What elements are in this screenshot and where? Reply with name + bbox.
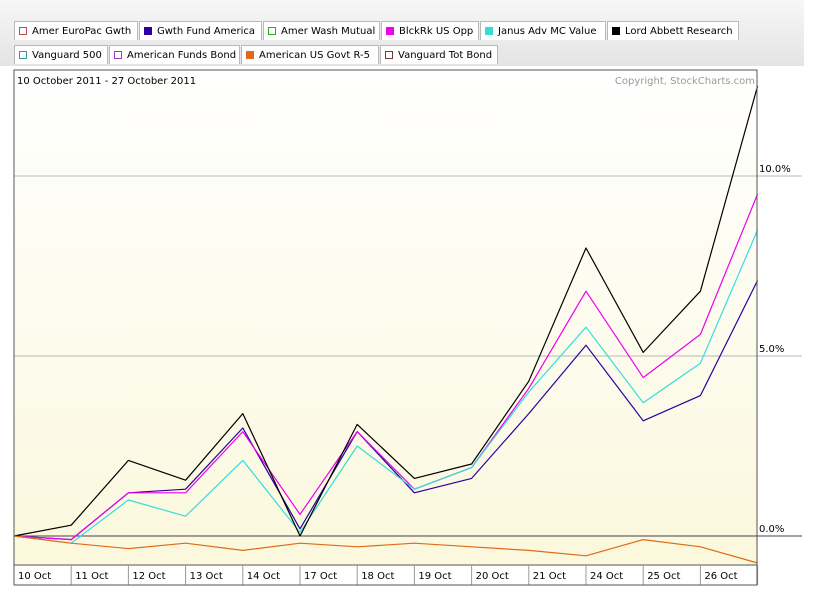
x-tick-label: 21 Oct [533,571,566,582]
legend-swatch-icon [114,51,122,59]
x-tick-label: 12 Oct [132,571,165,582]
legend-label: BlckRk US Opp [399,26,474,37]
legend-label: Janus Adv MC Value [498,26,597,37]
legend-label: Amer Wash Mutual [281,26,376,37]
series-line [13,193,759,541]
legend-swatch-icon [19,27,27,35]
y-tick-label: 0.0% [759,524,784,535]
legend-tab[interactable]: American US Govt R-5 [241,45,379,64]
legend-label: Vanguard Tot Bond [398,50,493,61]
legend-label: American Funds Bond [127,50,237,61]
legend-tab[interactable]: Vanguard 500 [14,45,108,64]
legend-swatch-icon [246,51,254,59]
date-range-label: 10 October 2011 - 27 October 2011 [17,76,196,87]
x-tick-label: 19 Oct [418,571,451,582]
legend-tab-bar: Amer EuroPac Gwth Gwth Fund America Amer W… [0,0,804,66]
legend-swatch-icon [612,27,620,35]
legend-tab[interactable]: Vanguard Tot Bond [380,45,498,64]
legend-swatch-icon [268,27,276,35]
line-chart: 10 Oct 11 Oct 12 Oct 13 Oct 14 Oct 17 Oct 18 O… [13,69,802,586]
legend-tab[interactable]: American Funds Bond [109,45,240,64]
x-tick-label: 13 Oct [190,571,223,582]
x-tick-label: 14 Oct [247,571,280,582]
copyright-label: Copyright, StockCharts.com [615,76,755,87]
y-tick-label: 5.0% [759,344,784,355]
legend-swatch-icon [386,27,394,35]
x-tick-label: 10 Oct [18,571,51,582]
series-line [13,535,758,564]
plot-frame [13,69,758,586]
series-line [13,85,759,537]
x-tick-label: 26 Oct [704,571,737,582]
plot-background [14,70,757,565]
legend-tab[interactable]: Lord Abbett Research [607,21,739,40]
x-tick-label: 20 Oct [476,571,509,582]
x-tick-label: 11 Oct [75,571,108,582]
legend-swatch-icon [144,27,152,35]
x-tick-label: 25 Oct [647,571,680,582]
legend-tab[interactable]: Amer EuroPac Gwth [14,21,138,40]
x-tick-label: 18 Oct [361,571,394,582]
legend-label: Gwth Fund America [157,26,256,37]
y-tick-label: 10.0% [759,164,791,175]
legend-label: Vanguard 500 [32,50,102,61]
x-tick-label: 17 Oct [304,571,337,582]
legend-tab[interactable]: BlckRk US Opp [381,21,479,40]
x-axis-strip [14,565,757,585]
series-line [13,229,759,544]
legend-tab[interactable]: Amer Wash Mutual [263,21,380,40]
legend-tab[interactable]: Janus Adv MC Value [480,21,606,40]
legend-swatch-icon [485,27,493,35]
legend-tab[interactable]: Gwth Fund America [139,21,262,40]
legend-label: Lord Abbett Research [625,26,733,37]
legend-swatch-icon [19,51,27,59]
x-tick-label: 24 Oct [590,571,623,582]
legend-swatch-icon [385,51,393,59]
legend-label: American US Govt R-5 [259,50,371,61]
legend-label: Amer EuroPac Gwth [32,26,132,37]
